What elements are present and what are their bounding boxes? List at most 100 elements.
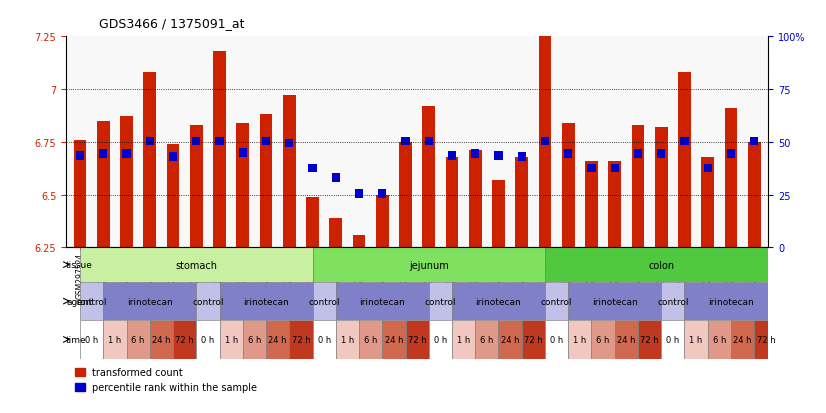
Bar bbox=[167, 145, 179, 248]
Bar bbox=[591, 320, 615, 359]
Text: 24 h: 24 h bbox=[152, 335, 171, 344]
Bar bbox=[471, 150, 479, 158]
Text: 72 h: 72 h bbox=[757, 335, 775, 344]
Text: 24 h: 24 h bbox=[733, 335, 752, 344]
Bar bbox=[312, 248, 545, 282]
Bar bbox=[724, 109, 738, 248]
Text: 1 h: 1 h bbox=[225, 335, 238, 344]
Bar bbox=[731, 320, 754, 359]
Text: irinotecan: irinotecan bbox=[592, 297, 638, 306]
Bar bbox=[197, 282, 220, 320]
Bar bbox=[378, 190, 387, 198]
Text: control: control bbox=[425, 297, 456, 306]
Bar bbox=[608, 161, 621, 248]
Text: irinotecan: irinotecan bbox=[708, 297, 754, 306]
Bar bbox=[220, 320, 243, 359]
Text: 0 h: 0 h bbox=[317, 335, 330, 344]
Bar bbox=[499, 320, 522, 359]
Bar bbox=[708, 320, 731, 359]
Bar bbox=[266, 320, 289, 359]
Bar bbox=[399, 142, 412, 248]
Text: 72 h: 72 h bbox=[640, 335, 659, 344]
Text: stomach: stomach bbox=[175, 260, 217, 270]
Text: 72 h: 72 h bbox=[292, 335, 311, 344]
Bar bbox=[518, 153, 526, 161]
Text: control: control bbox=[76, 297, 107, 306]
Bar bbox=[425, 137, 433, 146]
Bar bbox=[610, 164, 619, 173]
Legend: transformed count, percentile rank within the sample: transformed count, percentile rank withi… bbox=[71, 363, 261, 396]
Bar bbox=[754, 320, 777, 359]
Bar bbox=[169, 153, 177, 161]
Bar bbox=[515, 157, 528, 248]
Bar bbox=[727, 150, 735, 158]
Text: control: control bbox=[308, 297, 339, 306]
Bar bbox=[685, 320, 708, 359]
Bar bbox=[236, 123, 249, 248]
Bar bbox=[750, 137, 758, 146]
Bar bbox=[657, 150, 665, 158]
Bar bbox=[615, 320, 638, 359]
Text: control: control bbox=[541, 297, 572, 306]
Bar bbox=[308, 164, 316, 173]
Text: 72 h: 72 h bbox=[524, 335, 543, 344]
Bar bbox=[422, 107, 435, 248]
Bar bbox=[568, 320, 591, 359]
Text: 1 h: 1 h bbox=[341, 335, 354, 344]
Bar bbox=[655, 128, 667, 248]
Text: jejunum: jejunum bbox=[409, 260, 449, 270]
Bar bbox=[382, 320, 406, 359]
Bar bbox=[522, 320, 545, 359]
Text: irinotecan: irinotecan bbox=[359, 297, 405, 306]
Bar bbox=[429, 320, 452, 359]
Bar bbox=[80, 248, 312, 282]
Bar bbox=[220, 282, 312, 320]
Bar bbox=[704, 164, 712, 173]
Text: control: control bbox=[192, 297, 224, 306]
Bar bbox=[312, 320, 335, 359]
Text: time: time bbox=[66, 335, 87, 344]
Text: 24 h: 24 h bbox=[385, 335, 403, 344]
Bar bbox=[120, 117, 133, 248]
Bar bbox=[562, 123, 575, 248]
Bar bbox=[376, 195, 389, 248]
Text: 0 h: 0 h bbox=[667, 335, 680, 344]
Text: 24 h: 24 h bbox=[501, 335, 520, 344]
Bar bbox=[452, 320, 475, 359]
Bar bbox=[406, 320, 429, 359]
Text: 0 h: 0 h bbox=[434, 335, 447, 344]
Bar bbox=[541, 137, 549, 146]
Text: 72 h: 72 h bbox=[408, 335, 426, 344]
Text: 6 h: 6 h bbox=[248, 335, 261, 344]
Bar bbox=[259, 115, 273, 248]
Text: 24 h: 24 h bbox=[268, 335, 287, 344]
Bar bbox=[103, 282, 197, 320]
Bar bbox=[685, 282, 777, 320]
Text: colon: colon bbox=[648, 260, 674, 270]
Bar bbox=[495, 152, 502, 160]
Bar bbox=[429, 282, 452, 320]
Text: 6 h: 6 h bbox=[713, 335, 726, 344]
Bar bbox=[492, 180, 505, 248]
Bar bbox=[173, 320, 197, 359]
Bar bbox=[587, 164, 596, 173]
Bar bbox=[681, 137, 689, 146]
Bar bbox=[335, 282, 429, 320]
Bar bbox=[216, 137, 224, 146]
Bar bbox=[634, 150, 642, 158]
Bar bbox=[306, 197, 319, 248]
Bar bbox=[262, 137, 270, 146]
Text: GDS3466 / 1375091_at: GDS3466 / 1375091_at bbox=[99, 17, 244, 30]
Bar bbox=[545, 282, 568, 320]
Text: 0 h: 0 h bbox=[202, 335, 215, 344]
Text: irinotecan: irinotecan bbox=[127, 297, 173, 306]
Bar bbox=[475, 320, 499, 359]
Bar bbox=[748, 142, 761, 248]
Bar bbox=[564, 150, 572, 158]
Bar bbox=[638, 320, 662, 359]
Bar bbox=[289, 320, 312, 359]
Bar bbox=[145, 137, 154, 146]
Bar bbox=[76, 152, 84, 160]
Bar bbox=[662, 320, 685, 359]
Bar bbox=[80, 282, 103, 320]
